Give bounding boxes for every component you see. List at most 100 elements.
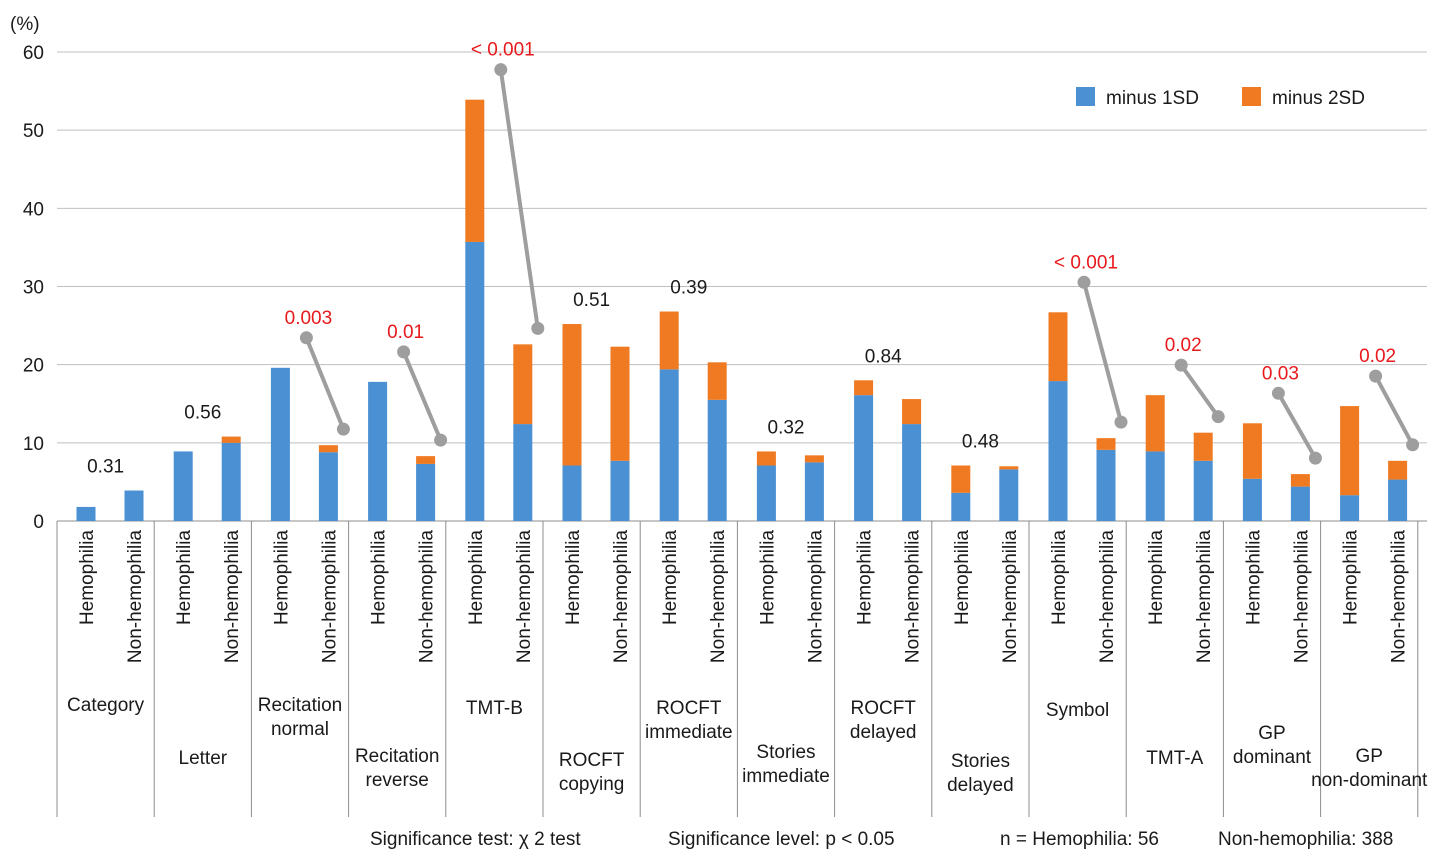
bar-category-label: Non-hemophilia [1097, 530, 1118, 664]
p-value-label: 0.84 [865, 346, 902, 367]
bar-minus-1sd [902, 424, 922, 521]
connector-dot [531, 321, 545, 335]
bar-minus-1sd [318, 452, 338, 521]
bar-minus-2sd [562, 324, 582, 466]
group-label: ROCFT [850, 698, 916, 719]
bar-minus-1sd [270, 367, 290, 521]
group-label: Stories [756, 742, 815, 763]
significance-connectors [299, 63, 1420, 465]
bar-minus-1sd [756, 465, 776, 521]
footnotes: Significance test: χ 2 test Significance … [370, 829, 1393, 850]
connector-dot [1308, 451, 1322, 465]
bar-minus-2sd [1242, 423, 1262, 479]
y-tick-label: 20 [23, 356, 44, 377]
bar-category-label: Non-hemophilia [805, 530, 826, 664]
bar-minus-2sd [1290, 474, 1310, 487]
bar-minus-2sd [1096, 438, 1116, 450]
p-value-label: < 0.001 [471, 40, 535, 61]
group-label: TMT-A [1146, 748, 1203, 769]
group-label: Recitation [355, 746, 440, 767]
group-label: normal [271, 719, 329, 740]
bar-minus-1sd [124, 490, 144, 521]
group-label: immediate [645, 722, 733, 743]
bar-category-label: Non-hemophilia [1291, 530, 1312, 664]
group-label: ROCFT [656, 698, 722, 719]
connector-dot [1174, 358, 1188, 372]
bar-minus-1sd [707, 399, 727, 521]
bar-category-label: Hemophilia [855, 530, 876, 625]
p-value-label: 0.32 [768, 417, 805, 438]
connector-dot [397, 345, 411, 359]
bar-minus-1sd [1340, 495, 1360, 521]
p-value-label: 0.51 [573, 290, 610, 311]
bar-minus-1sd [465, 241, 485, 521]
bar-category-label: Non-hemophilia [125, 530, 146, 664]
connector-dot [1114, 415, 1128, 429]
bar-category-label: Hemophilia [271, 530, 292, 625]
group-label: Letter [179, 748, 228, 769]
bar-minus-1sd [1193, 460, 1213, 521]
legend-swatch [1076, 87, 1095, 106]
bar-category-label: Non-hemophilia [1000, 530, 1021, 664]
bar-minus-1sd [1290, 486, 1310, 521]
bar-minus-1sd [76, 506, 96, 521]
group-label: ROCFT [559, 750, 625, 771]
y-tick-label: 10 [23, 434, 44, 455]
y-tick-label: 40 [23, 199, 44, 220]
group-label: reverse [366, 770, 429, 791]
bar-minus-2sd [513, 344, 533, 425]
bar-category-label: Hemophilia [1049, 530, 1070, 625]
bar-category-label: Hemophilia [757, 530, 778, 625]
y-axis: (%) 0 10 20 30 40 50 60 [10, 14, 44, 533]
p-value-label: 0.03 [1262, 363, 1299, 384]
legend-swatch [1242, 87, 1261, 106]
bar-category-label: Hemophilia [1146, 530, 1167, 625]
bar-minus-2sd [465, 99, 485, 242]
bar-category-label: Hemophilia [1341, 530, 1362, 625]
group-label: dominant [1233, 747, 1312, 768]
footnote: Significance level: p < 0.05 [668, 829, 895, 850]
bar-minus-1sd [999, 469, 1019, 521]
bar-minus-2sd [1145, 395, 1165, 452]
bar-minus-2sd [902, 399, 922, 425]
p-value-labels: 0.31 0.56 0.003 0.01 < 0.001 0.51 0.39 0.32 0.84… [87, 40, 1396, 478]
footnote: Non-hemophilia: 388 [1218, 829, 1393, 850]
group-label: Category [67, 695, 145, 716]
bar-category-label: Hemophilia [1243, 530, 1264, 625]
bar-minus-1sd [610, 460, 630, 521]
significance-connector [1179, 363, 1221, 419]
bar-minus-1sd [221, 442, 241, 521]
bar-category-label: Hemophilia [77, 530, 98, 625]
bar-minus-1sd [513, 424, 533, 521]
bar-minus-1sd [1242, 478, 1262, 521]
bar-minus-2sd [221, 436, 241, 443]
bar-category-label: Hemophilia [660, 530, 681, 625]
group-label: TMT-B [466, 698, 523, 719]
connector-dot [434, 433, 448, 447]
bar-category-label: Non-hemophilia [222, 530, 243, 664]
legend-label: minus 2SD [1272, 88, 1365, 109]
bar-minus-2sd [1388, 460, 1408, 480]
bar-minus-2sd [756, 451, 776, 466]
footnote: Significance test: χ 2 test [370, 829, 581, 850]
gridlines [57, 51, 1427, 522]
connector-dot [299, 331, 313, 345]
bar-category-label: Hemophilia [174, 530, 195, 625]
bar-minus-1sd [1096, 449, 1116, 521]
x-axis-table: Hemophilia Non-hemophilia Category Hemophil… [56, 521, 1428, 817]
bar-minus-2sd [951, 465, 971, 493]
y-unit-label: (%) [10, 14, 40, 35]
y-tick-label: 50 [23, 121, 44, 142]
significance-connector [401, 349, 443, 443]
connector-dot [1271, 386, 1285, 400]
bar-minus-2sd [707, 362, 727, 400]
group-label: copying [559, 774, 625, 795]
group-label: non-dominant [1311, 770, 1428, 791]
bar-category-label: Hemophilia [563, 530, 584, 625]
bar-minus-2sd [999, 466, 1019, 470]
connector-dot [494, 63, 508, 77]
significance-connector [1373, 374, 1415, 447]
bar-minus-1sd [1388, 479, 1408, 521]
significance-connector [498, 67, 540, 331]
